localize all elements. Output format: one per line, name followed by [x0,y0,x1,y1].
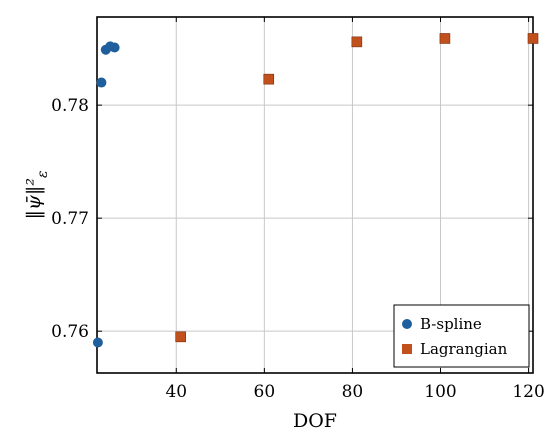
y-axis-label: ‖ψ̄‖²ε [23,170,51,219]
legend: B-spline Lagrangian [393,304,530,368]
legend-label-lagrangian: Lagrangian [420,340,508,358]
y-tick-label: 0.76 [51,322,89,342]
data-point-lagrangian [175,331,186,343]
data-point-lagrangian [527,33,539,44]
y-tick-label: 0.77 [51,209,89,229]
y-tick-label: 0.78 [51,96,89,116]
x-tick-label: 80 [342,382,364,402]
data-point-b-spline [109,42,120,53]
data-point-b-spline [96,77,107,88]
data-point-b-spline [92,337,103,348]
x-tick-label: 60 [254,382,276,402]
x-tick-label: 40 [165,382,187,402]
legend-label-b-spline: B-spline [420,315,482,333]
data-point-lagrangian [263,73,275,85]
x-tick-label: 120 [512,382,544,402]
ticks: 40 60 80 100 120 0.76 0.77 0.78 [51,17,545,402]
data-point-lagrangian [439,33,451,44]
data-point-lagrangian [351,36,363,48]
data-points [92,33,539,348]
legend-marker-b-spline [402,319,412,329]
legend-box [393,304,530,368]
x-axis-label: DOF [293,410,337,432]
y-axis-label-main: ‖ψ̄‖² [23,178,45,220]
plot-frame [96,16,534,374]
legend-marker-lagrangian [402,344,412,354]
x-tick-label: 100 [424,382,456,402]
y-axis-label-subscript: ε [35,170,51,178]
